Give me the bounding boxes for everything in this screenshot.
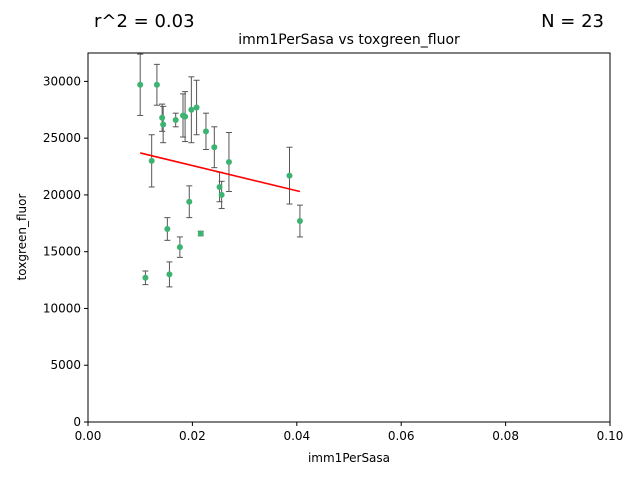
data-point xyxy=(172,116,179,123)
x-tick-label: 0.04 xyxy=(283,429,310,443)
x-tick-label: 0.10 xyxy=(597,429,624,443)
data-point xyxy=(137,81,144,88)
data-point xyxy=(197,230,204,237)
data-point xyxy=(188,106,195,113)
y-tick-label: 20000 xyxy=(43,188,81,202)
r-squared-label: r^2 = 0.03 xyxy=(94,11,195,32)
data-point xyxy=(216,183,223,190)
y-tick-label: 25000 xyxy=(43,131,81,145)
data-point xyxy=(296,218,303,225)
data-point xyxy=(211,144,218,151)
data-point xyxy=(186,198,193,205)
regression-line-group xyxy=(140,152,301,193)
y-tick-label: 30000 xyxy=(43,74,81,88)
data-point xyxy=(202,128,209,135)
data-point xyxy=(286,172,293,179)
axis-ticks: 0.00 0.02 0.04 0.06 0.08 0.10 0 5000 10000 15000 2… xyxy=(43,74,624,443)
data-point xyxy=(193,104,200,111)
x-tick-label: 0.00 xyxy=(75,429,102,443)
y-tick-label: 15000 xyxy=(43,245,81,259)
data-point xyxy=(159,114,166,121)
plot-frame xyxy=(87,52,611,423)
data-points xyxy=(137,81,303,281)
y-tick-label: 10000 xyxy=(43,301,81,315)
x-tick-label: 0.06 xyxy=(388,429,415,443)
data-point xyxy=(166,271,173,278)
plot-area xyxy=(88,53,610,422)
x-axis-label: imm1PerSasa xyxy=(308,451,390,465)
data-point xyxy=(148,157,155,164)
data-point xyxy=(153,81,160,88)
chart-title: imm1PerSasa vs toxgreen_fluor xyxy=(238,32,460,48)
data-point xyxy=(160,121,167,128)
data-point xyxy=(182,113,189,120)
x-tick-label: 0.08 xyxy=(492,429,519,443)
y-tick-label: 0 xyxy=(73,415,81,429)
data-point xyxy=(225,158,232,165)
y-tick-label: 5000 xyxy=(50,358,81,372)
data-point xyxy=(176,244,183,251)
data-point xyxy=(218,191,225,198)
data-point xyxy=(142,274,149,281)
y-axis-label: toxgreen_fluor xyxy=(15,194,29,281)
x-tick-label: 0.02 xyxy=(179,429,206,443)
data-point xyxy=(164,225,171,232)
regression-line xyxy=(140,152,301,193)
sample-count-label: N = 23 xyxy=(541,11,604,32)
